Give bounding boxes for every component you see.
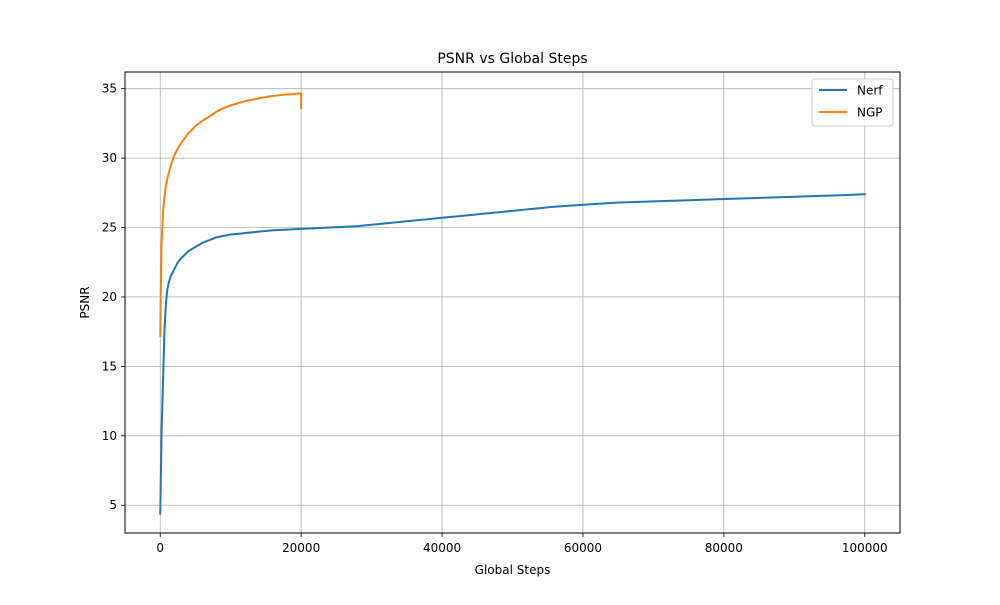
- axes-frame: [124, 71, 901, 534]
- x-tick-label: 20000: [282, 541, 320, 555]
- y-tick-label: 20: [102, 290, 117, 304]
- tick-layer: 0 20000 40000 60000 80000 100000 5 10 15 20 25 30 35: [102, 82, 888, 555]
- legend: Nerf NGP: [811, 78, 894, 127]
- y-tick-label: 35: [102, 82, 117, 96]
- y-tick-label: 25: [102, 221, 117, 235]
- x-tick-label: 60000: [564, 541, 602, 555]
- grid-layer: [125, 72, 900, 533]
- legend-label-ngp: NGP: [857, 106, 883, 120]
- x-tick-label: 100000: [842, 541, 888, 555]
- x-tick-label: 80000: [705, 541, 743, 555]
- chart-title: PSNR vs Global Steps: [437, 51, 587, 67]
- y-tick-label: 30: [102, 151, 117, 165]
- series-layer: [159, 92, 866, 515]
- series-line-nerf: [159, 193, 866, 515]
- y-axis-label: PSNR: [78, 286, 92, 318]
- y-tick-label: 5: [109, 498, 117, 512]
- x-axis-label: Global Steps: [475, 563, 551, 577]
- series-line-ngp: [159, 92, 303, 337]
- x-tick-label: 40000: [423, 541, 461, 555]
- y-tick-label: 15: [102, 359, 117, 373]
- x-tick-label: 0: [156, 541, 164, 555]
- y-tick-label: 10: [102, 429, 117, 443]
- legend-label-nerf: Nerf: [857, 84, 883, 98]
